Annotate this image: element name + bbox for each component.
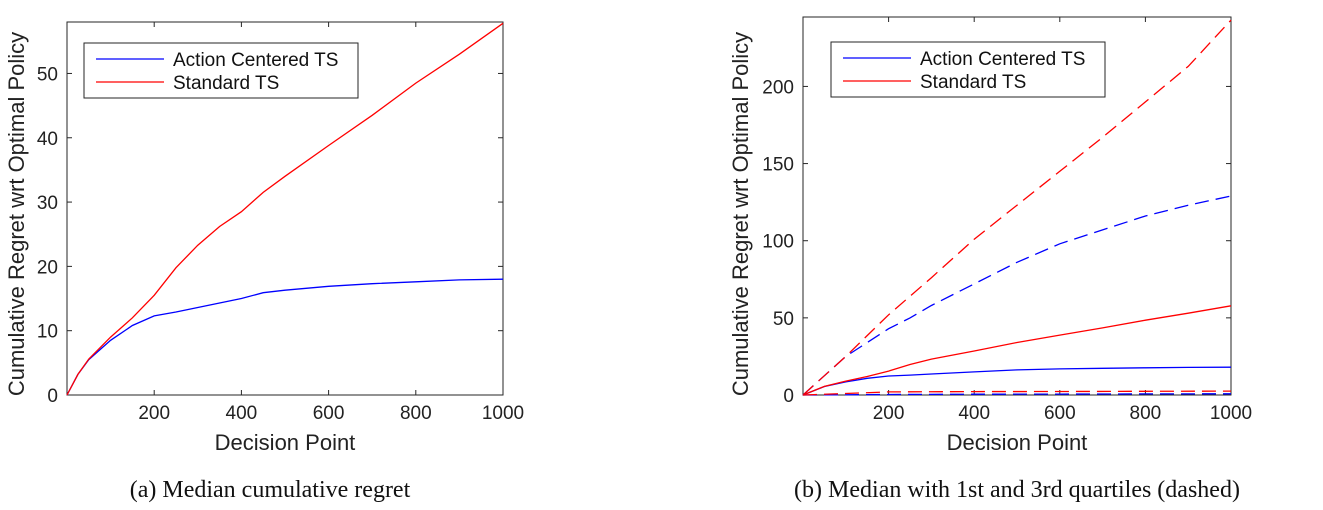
legend-label: Standard TS bbox=[173, 73, 279, 94]
x-tick-label: 400 bbox=[958, 403, 990, 424]
x-axis-label: Decision Point bbox=[947, 430, 1088, 455]
x-tick-label: 600 bbox=[1044, 403, 1076, 424]
x-tick-label: 800 bbox=[1130, 403, 1162, 424]
y-axis-label: Cumulative Regret wrt Optimal Policy bbox=[4, 32, 29, 396]
x-tick-label: 1000 bbox=[1210, 403, 1252, 424]
legend-label: Standard TS bbox=[920, 72, 1026, 93]
legend-box bbox=[83, 42, 359, 99]
y-tick-label: 50 bbox=[37, 64, 58, 85]
series-line-standard-ts-q3 bbox=[802, 19, 1232, 396]
y-tick-label: 10 bbox=[37, 322, 58, 343]
plot-area bbox=[66, 21, 504, 396]
x-tick-label: 200 bbox=[873, 403, 905, 424]
x-tick-label: 400 bbox=[226, 403, 258, 424]
y-tick-label: 50 bbox=[773, 309, 794, 330]
legend-label: Action Centered TS bbox=[920, 49, 1085, 70]
series-line-action-centered-ts-q3 bbox=[802, 195, 1232, 396]
y-tick-label: 0 bbox=[783, 386, 794, 407]
series-line-action-centered-ts bbox=[802, 366, 1232, 396]
plot-area bbox=[802, 16, 1232, 396]
figure-caption: (b) Median with 1st and 3rd quartiles (d… bbox=[794, 477, 1240, 503]
series-line-action-centered-ts bbox=[66, 278, 504, 396]
y-tick-label: 200 bbox=[762, 77, 794, 98]
series-line-standard-ts bbox=[802, 305, 1232, 396]
x-axis-label: Decision Point bbox=[215, 430, 356, 455]
series-line-standard-ts bbox=[66, 22, 504, 396]
x-tick-label: 800 bbox=[400, 403, 432, 424]
y-tick-label: 100 bbox=[762, 232, 794, 253]
legend-box bbox=[830, 41, 1106, 98]
y-tick-label: 0 bbox=[47, 386, 58, 407]
series-line-action-centered-ts-q1 bbox=[802, 393, 1232, 396]
y-tick-label: 30 bbox=[37, 193, 58, 214]
y-tick-label: 20 bbox=[37, 257, 58, 278]
y-tick-label: 150 bbox=[762, 155, 794, 176]
legend-label: Action Centered TS bbox=[173, 50, 338, 71]
y-tick-label: 40 bbox=[37, 129, 58, 150]
figure-caption: (a) Median cumulative regret bbox=[130, 477, 411, 503]
x-tick-label: 600 bbox=[313, 403, 345, 424]
chart-panel-a: 200 400 600 800 1000 0 10 20 30 40 50 Action Center… bbox=[4, 21, 524, 503]
y-axis-label: Cumulative Regret wrt Optimal Policy bbox=[728, 32, 753, 396]
x-tick-label: 200 bbox=[138, 403, 170, 424]
series-line-standard-ts-q1 bbox=[802, 390, 1232, 396]
chart-panel-b: 200 400 600 800 1000 0 50 100 150 200 Action Cente… bbox=[728, 16, 1252, 503]
x-tick-label: 1000 bbox=[482, 403, 524, 424]
